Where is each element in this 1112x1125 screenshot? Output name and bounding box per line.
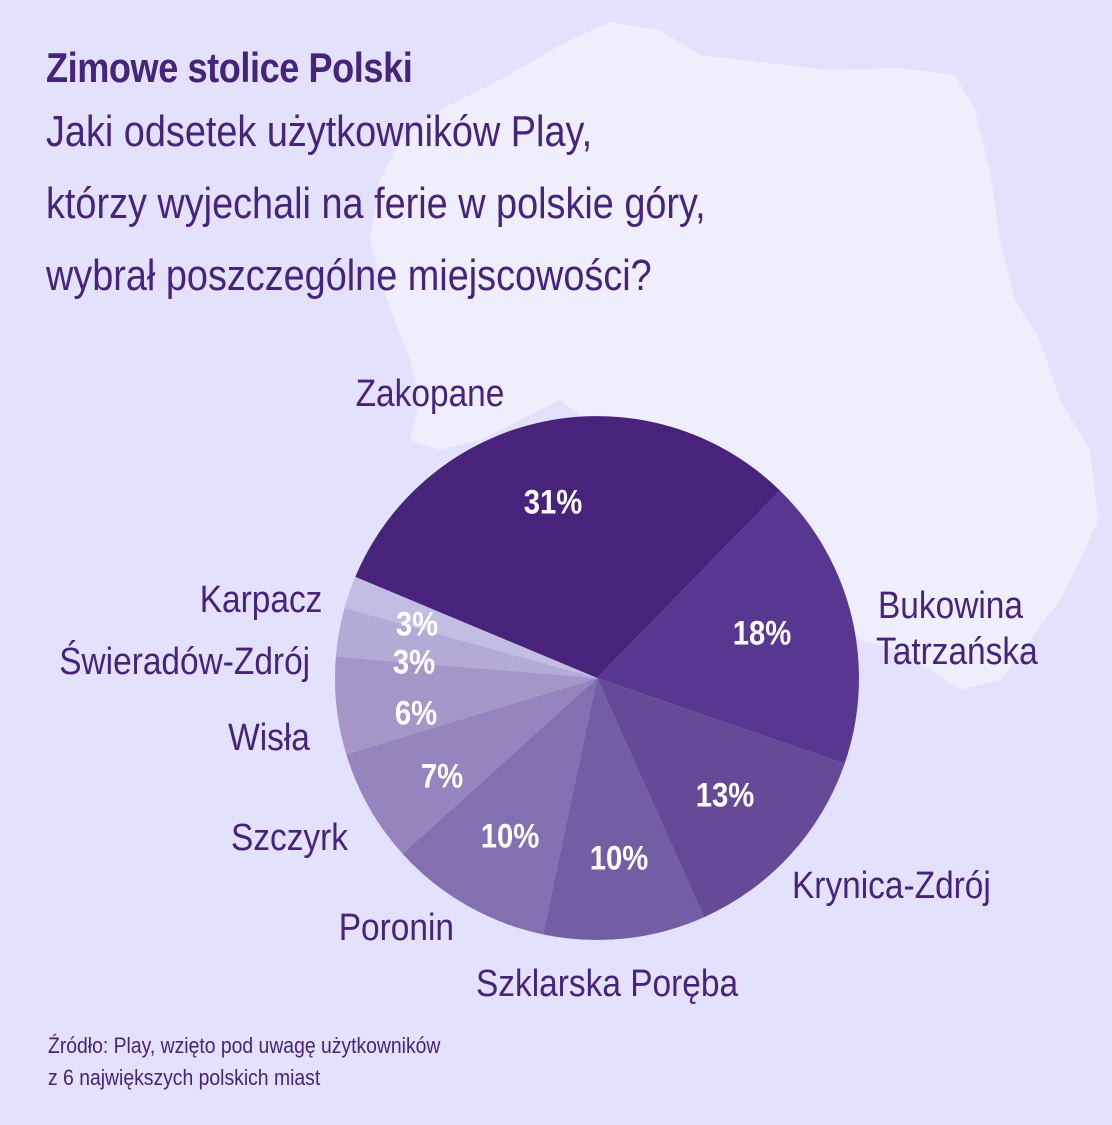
subtitle-line-3: wybrał poszczególne miejscowości? (46, 251, 652, 300)
label-szklarska-poreba: Szklarska Poręba (476, 963, 739, 1005)
pct-swieradow: 3% (392, 643, 436, 682)
chart-subtitle: Jaki odsetek użytkowników Play, którzy w… (46, 96, 706, 312)
header: Zimowe stolice Polski Jaki odsetek użytk… (46, 40, 813, 312)
slice-swieradow-zdroj (335, 608, 597, 678)
pct-bukowina: 18% (732, 614, 792, 653)
chart-title: Zimowe stolice Polski (46, 44, 413, 91)
label-zakopane: Zakopane (355, 373, 505, 415)
slice-karpacz (344, 576, 597, 678)
slice-bukowina-tatrzanska (597, 490, 859, 764)
slice-krynica-zdroj (597, 678, 845, 918)
pct-wisla: 6% (394, 694, 438, 733)
label-swieradow-zdroj: Świeradów-Zdrój (59, 641, 310, 683)
source-line-1: Źródło: Play, wzięto pod uwagę użytkowni… (48, 1033, 441, 1058)
label-bukowina-line2: Tatrzańska (876, 631, 1038, 673)
pct-zakopane: 31% (523, 483, 583, 522)
subtitle-line-1: Jaki odsetek użytkowników Play, (46, 107, 593, 156)
pct-poronin: 10% (480, 817, 540, 856)
slice-szklarska-poreba (543, 678, 704, 941)
subtitle-line-2: którzy wyjechali na ferie w polskie góry… (46, 179, 706, 228)
pct-krynica: 13% (695, 776, 755, 815)
slice-poronin (402, 678, 597, 935)
pct-karpacz: 3% (395, 605, 439, 644)
slice-wisla (335, 656, 597, 755)
label-karpacz: Karpacz (199, 579, 322, 621)
label-bukowina-line1: Bukowina (878, 585, 1023, 627)
slice-zakopane (355, 416, 780, 678)
label-szczyrk: Szczyrk (230, 817, 348, 859)
source-line-2: z 6 największych polskich miast (48, 1065, 321, 1090)
label-krynica-zdroj: Krynica-Zdrój (792, 865, 991, 907)
slice-szczyrk (346, 678, 597, 854)
source-note: Źródło: Play, wzięto pod uwagę użytkowni… (48, 1030, 440, 1094)
pie-slices (335, 416, 859, 941)
pct-szklarska: 10% (589, 839, 649, 878)
label-poronin: Poronin (338, 907, 454, 949)
pct-szczyrk: 7% (420, 757, 464, 796)
label-wisla: Wisła (228, 717, 310, 759)
